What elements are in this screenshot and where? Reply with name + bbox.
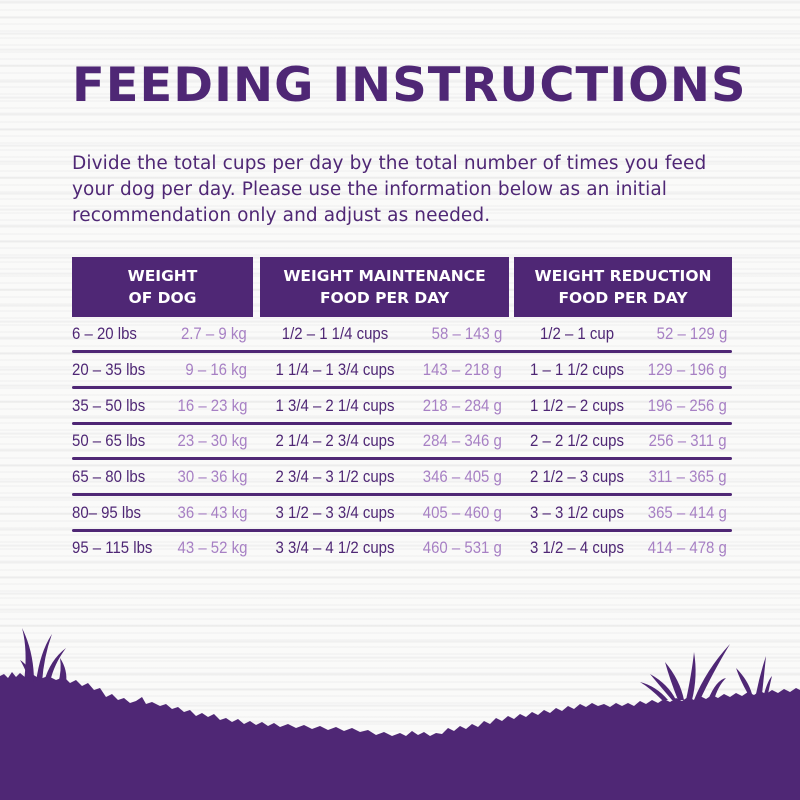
page-title: FEEDING INSTRUCTIONS [72, 58, 747, 113]
reduction-grams: 129 – 196 g [647, 360, 727, 379]
header-weight-maintenance: WEIGHT MAINTENANCE FOOD PER DAY [260, 257, 509, 317]
maintenance-grams: 460 – 531 g [422, 538, 502, 557]
maintenance-grams: 346 – 405 g [422, 467, 502, 486]
table-row: 6 – 20 lbs 2.7 – 9 kg 1/2 – 1 1/4 cups 5… [72, 319, 732, 354]
weight-kg: 2.7 – 9 kg [181, 324, 247, 343]
table-row: 20 – 35 lbs 9 – 16 kg 1 1/4 – 1 3/4 cups… [72, 355, 732, 390]
row-divider [72, 493, 732, 496]
reduction-grams: 196 – 256 g [647, 396, 727, 415]
maintenance-grams: 284 – 346 g [422, 431, 502, 450]
table-row: 35 – 50 lbs 16 – 23 kg 1 3/4 – 2 1/4 cup… [72, 391, 732, 426]
grass-silhouette-icon [0, 628, 800, 800]
maintenance-cups: 1 1/4 – 1 3/4 cups [275, 360, 395, 379]
row-divider [72, 422, 732, 425]
weight-lbs: 35 – 50 lbs [72, 396, 146, 415]
weight-kg: 30 – 36 kg [177, 467, 247, 486]
header-line: WEIGHT MAINTENANCE [283, 267, 486, 285]
reduction-grams: 311 – 365 g [649, 467, 727, 486]
reduction-cups: 2 – 2 1/2 cups [530, 431, 624, 450]
row-divider [72, 529, 732, 532]
maintenance-cups: 2 1/4 – 2 3/4 cups [275, 431, 395, 450]
header-line: WEIGHT [127, 267, 198, 285]
reduction-grams: 256 – 311 g [649, 431, 727, 450]
row-divider [72, 457, 732, 460]
maintenance-cups: 2 3/4 – 3 1/2 cups [275, 467, 395, 486]
header-line: FOOD PER DAY [319, 289, 450, 307]
reduction-cups: 2 1/2 – 3 cups [530, 467, 624, 486]
maintenance-grams: 405 – 460 g [422, 503, 502, 522]
weight-lbs: 50 – 65 lbs [72, 431, 146, 450]
maintenance-cups: 1/2 – 1 1/4 cups [281, 324, 389, 343]
weight-kg: 16 – 23 kg [177, 396, 247, 415]
weight-lbs: 6 – 20 lbs [72, 324, 137, 343]
table-row: 65 – 80 lbs 30 – 36 kg 2 3/4 – 3 1/2 cup… [72, 462, 732, 497]
maintenance-cups: 3 3/4 – 4 1/2 cups [275, 538, 395, 557]
maintenance-grams: 143 – 218 g [422, 360, 502, 379]
header-line: FOOD PER DAY [558, 289, 688, 307]
reduction-grams: 414 – 478 g [647, 538, 727, 557]
weight-kg: 9 – 16 kg [185, 360, 247, 379]
intro-text: Divide the total cups per day by the tot… [72, 153, 707, 226]
reduction-cups: 3 – 3 1/2 cups [530, 503, 624, 522]
weight-lbs: 80– 95 lbs [72, 503, 142, 522]
reduction-cups: 1/2 – 1 cup [539, 324, 615, 343]
maintenance-grams: 58 – 143 g [431, 324, 502, 343]
maintenance-cups: 1 3/4 – 2 1/4 cups [275, 396, 395, 415]
reduction-cups: 1 1/2 – 2 cups [530, 396, 624, 415]
reduction-grams: 52 – 129 g [656, 324, 727, 343]
weight-kg: 36 – 43 kg [177, 503, 247, 522]
header-line: OF DOG [128, 289, 197, 307]
header-line: WEIGHT REDUCTION [534, 267, 712, 285]
header-weight-reduction: WEIGHT REDUCTION FOOD PER DAY [514, 257, 732, 317]
row-divider [72, 350, 732, 353]
weight-kg: 43 – 52 kg [177, 538, 247, 557]
table-row: 80– 95 lbs 36 – 43 kg 3 1/2 – 3 3/4 cups… [72, 498, 732, 533]
header-weight-of-dog: WEIGHT OF DOG [72, 257, 253, 317]
maintenance-cups: 3 1/2 – 3 3/4 cups [275, 503, 395, 522]
weight-lbs: 20 – 35 lbs [72, 360, 146, 379]
reduction-cups: 1 – 1 1/2 cups [530, 360, 624, 379]
table-row: 95 – 115 lbs 43 – 52 kg 3 3/4 – 4 1/2 cu… [72, 533, 732, 568]
row-divider [72, 386, 732, 389]
reduction-grams: 365 – 414 g [647, 503, 727, 522]
weight-lbs: 65 – 80 lbs [72, 467, 146, 486]
table-row: 50 – 65 lbs 23 – 30 kg 2 1/4 – 2 3/4 cup… [72, 426, 732, 461]
maintenance-grams: 218 – 284 g [422, 396, 502, 415]
weight-lbs: 95 – 115 lbs [72, 538, 153, 557]
reduction-cups: 3 1/2 – 4 cups [530, 538, 624, 557]
weight-kg: 23 – 30 kg [177, 431, 247, 450]
